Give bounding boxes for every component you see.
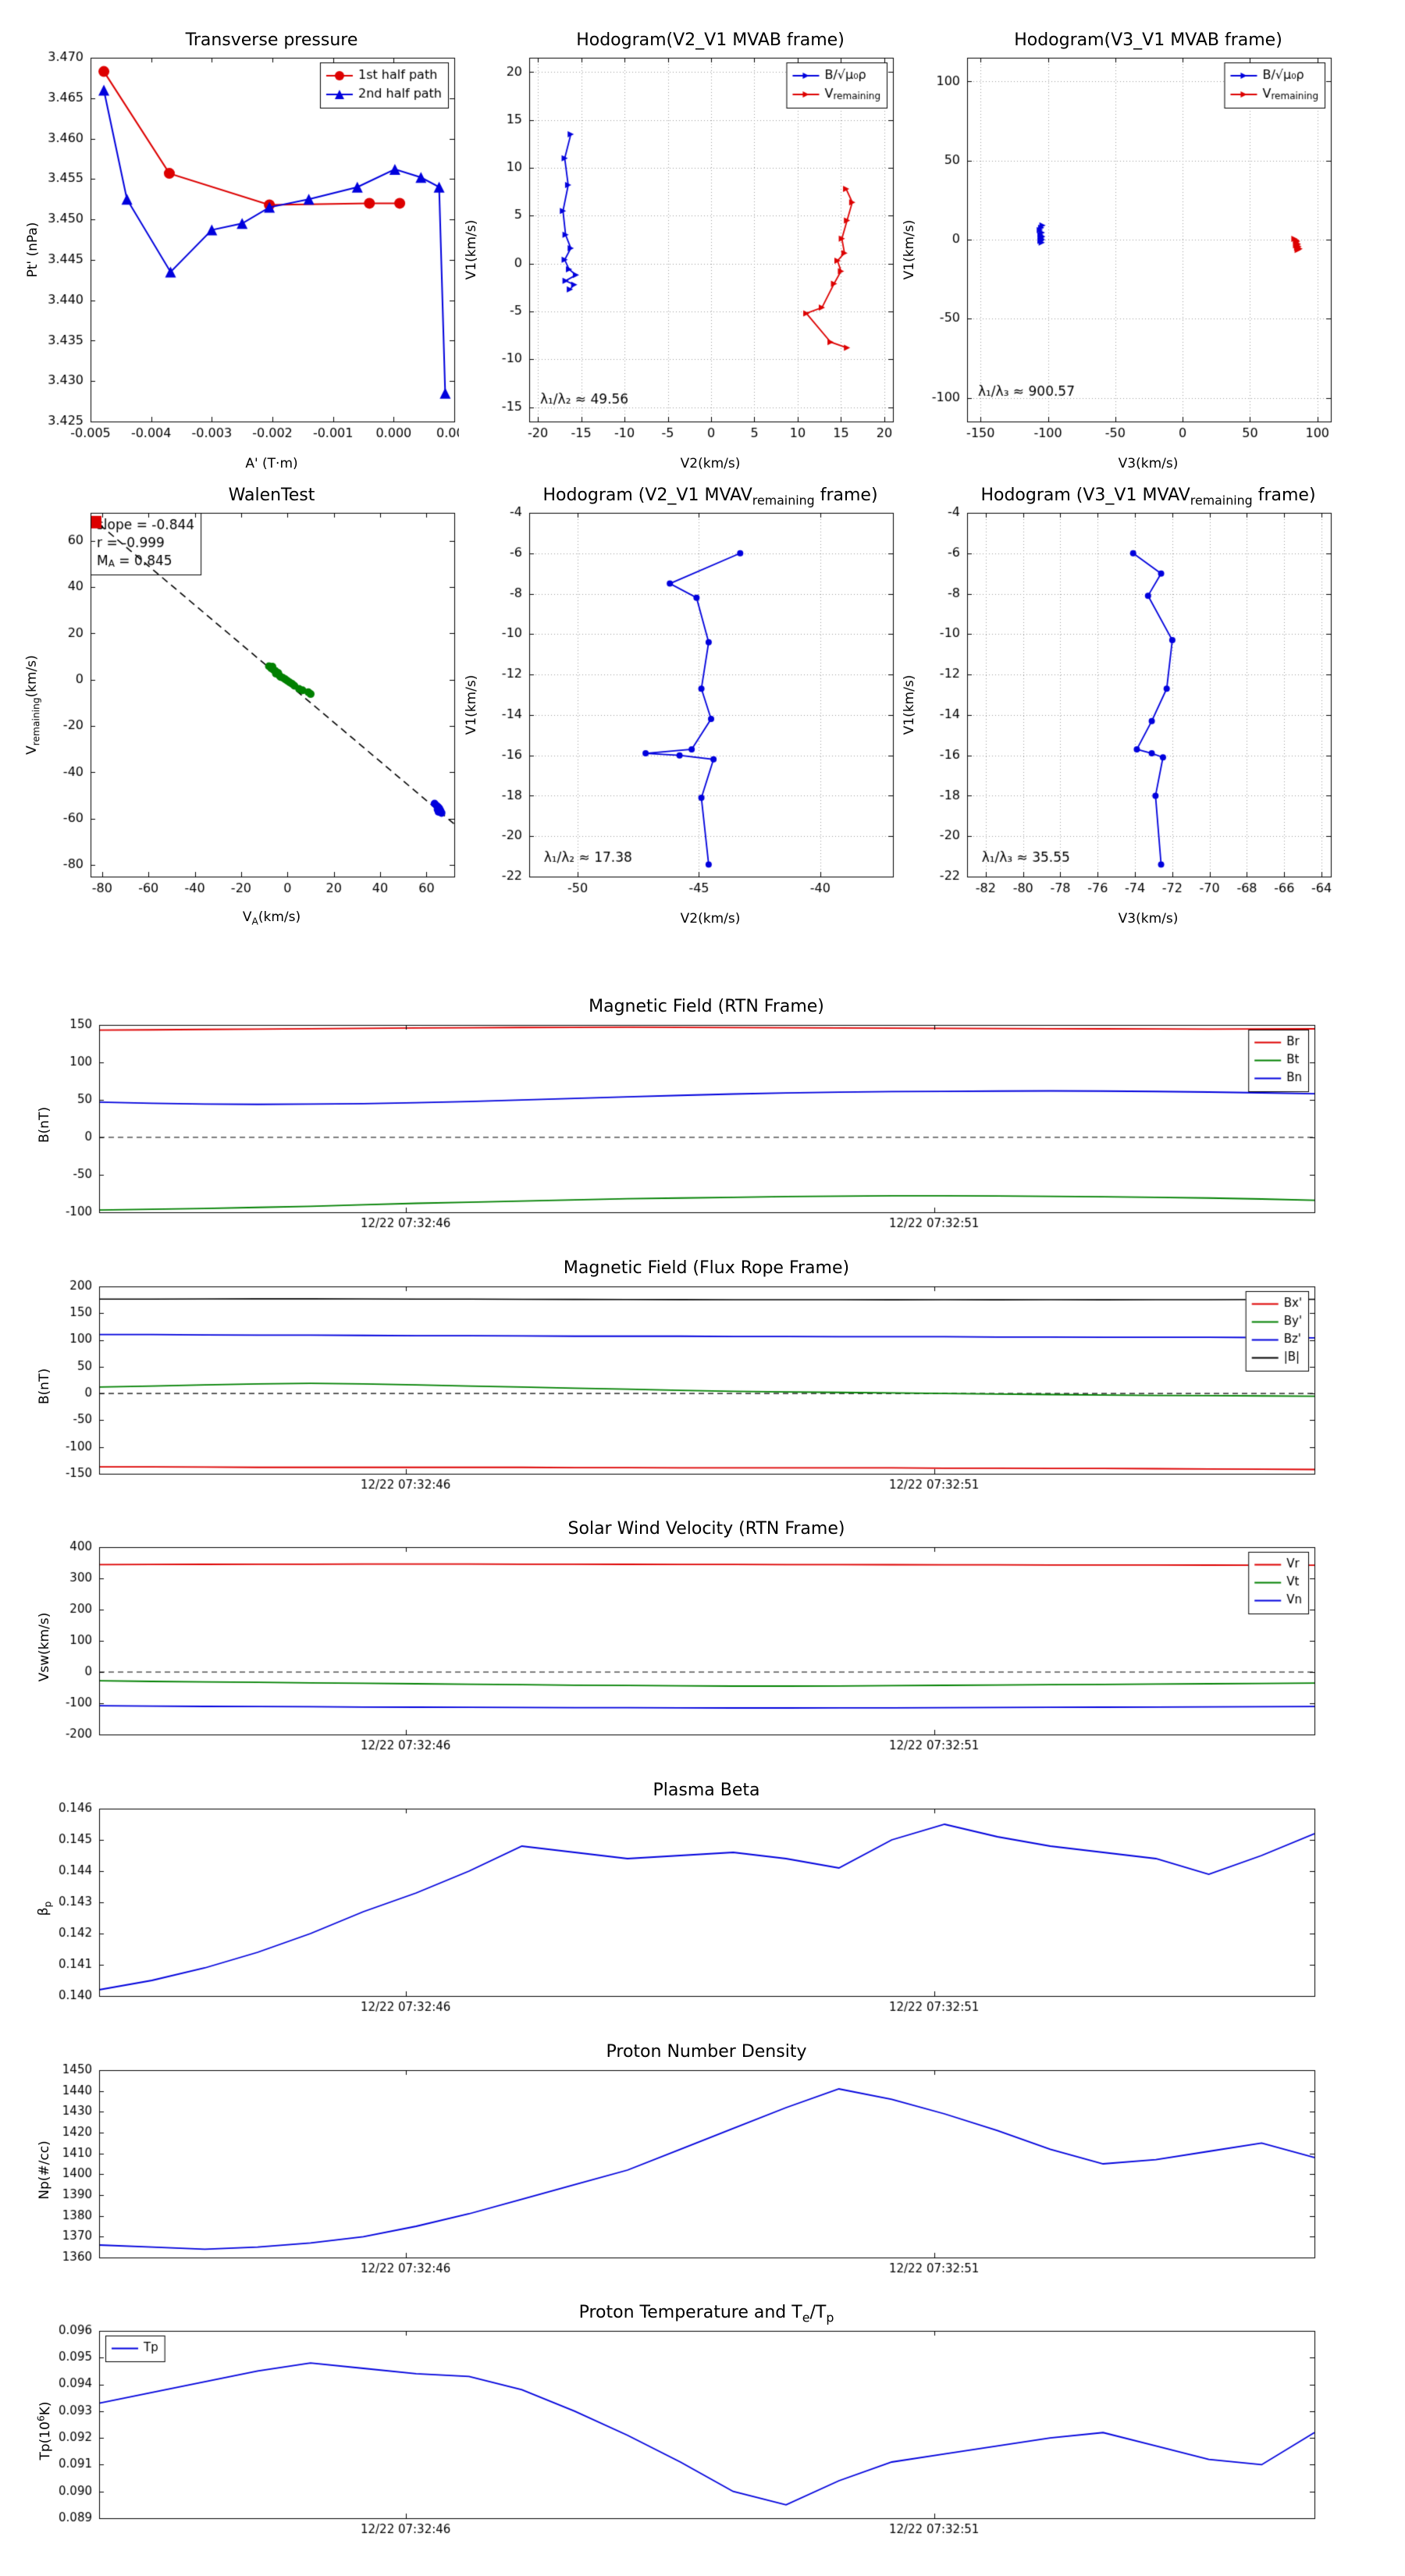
panel-plasma-beta: Plasma Beta βp: [21, 1777, 1327, 2039]
panel-proton-temperature: Proton Temperature and Te/Tp Tp(106K): [21, 2300, 1327, 2561]
panel-ylabel: B(nT): [37, 1106, 52, 1143]
plot-title: Hodogram(V3_V1 MVAB frame): [1014, 30, 1282, 50]
panel-ylabel: Np(#/cc): [37, 2140, 52, 2200]
plot-ylabel: Pt' (nPa): [25, 222, 41, 277]
plot-xlabel: VA(km/s): [242, 909, 301, 927]
hodogram-v2v1-mvav-canvas: [459, 478, 905, 931]
plot-title: Hodogram (V3_V1 MVAVremaining frame): [980, 486, 1316, 508]
b-fluxrope-canvas: [21, 1255, 1327, 1517]
panel-ylabel: Vsw(km/s): [37, 1612, 52, 1681]
plot-hodogram-v3v1-mvav: Hodogram (V3_V1 MVAVremaining frame) V1(…: [897, 478, 1343, 931]
panel-title: Proton Temperature and Te/Tp: [578, 2303, 834, 2325]
hodogram-v2v1-mvab-canvas: [459, 23, 905, 476]
plot-ylabel: Vremaining(km/s): [23, 654, 42, 755]
plot-hodogram-v2v1-mvab: Hodogram(V2_V1 MVAB frame) V1(km/s) V2(k…: [459, 23, 905, 476]
transverse-pressure-canvas: [20, 23, 466, 476]
panel-title: Solar Wind Velocity (RTN Frame): [567, 1519, 845, 1539]
proton-temperature-canvas: [21, 2300, 1327, 2561]
plot-ylabel: V1(km/s): [464, 674, 479, 735]
panel-proton-density: Proton Number Density Np(#/cc): [21, 2039, 1327, 2300]
panel-ylabel: βp: [35, 1901, 54, 1916]
panel-ylabel: Tp(106K): [35, 2400, 54, 2460]
plot-title: Transverse pressure: [185, 30, 358, 50]
hodogram-v3v1-mvav-canvas: [897, 478, 1343, 931]
plot-ylabel: V1(km/s): [902, 674, 917, 735]
hodogram-v3v1-mvab-canvas: [897, 23, 1343, 476]
panel-title: Plasma Beta: [653, 1781, 760, 1800]
panel-vsw-rtn: Solar Wind Velocity (RTN Frame) Vsw(km/s…: [21, 1516, 1327, 1777]
plot-xlabel: V3(km/s): [1118, 911, 1179, 927]
plot-xlabel: V3(km/s): [1118, 456, 1179, 471]
panel-b-fluxrope: Magnetic Field (Flux Rope Frame) B(nT): [21, 1255, 1327, 1517]
plot-title: Hodogram(V2_V1 MVAB frame): [576, 30, 845, 50]
plot-xlabel: V2(km/s): [680, 456, 741, 471]
plot-hodogram-v2v1-mvav: Hodogram (V2_V1 MVAVremaining frame) V1(…: [459, 478, 905, 931]
plot-title: Hodogram (V2_V1 MVAVremaining frame): [542, 486, 878, 508]
plot-xlabel: V2(km/s): [680, 911, 741, 927]
panel-title: Magnetic Field (RTN Frame): [589, 997, 824, 1016]
plot-walen-test: WalenTest Vremaining(km/s) VA(km/s): [20, 478, 466, 931]
b-rtn-canvas: [21, 994, 1327, 1255]
panel-b-rtn: Magnetic Field (RTN Frame) B(nT): [21, 994, 1327, 1255]
plot-title: WalenTest: [228, 486, 315, 505]
plot-xlabel: A' (T·m): [245, 456, 298, 471]
plasma-beta-canvas: [21, 1777, 1327, 2039]
proton-density-canvas: [21, 2039, 1327, 2300]
panel-ylabel: B(nT): [37, 1368, 52, 1404]
plot-transverse-pressure: Transverse pressure Pt' (nPa) A' (T·m): [20, 23, 466, 476]
plot-ylabel: V1(km/s): [464, 219, 479, 279]
panel-title: Proton Number Density: [606, 2042, 807, 2062]
vsw-rtn-canvas: [21, 1516, 1327, 1777]
plot-hodogram-v3v1-mvab: Hodogram(V3_V1 MVAB frame) V1(km/s) V3(k…: [897, 23, 1343, 476]
plot-ylabel: V1(km/s): [902, 219, 917, 279]
panel-title: Magnetic Field (Flux Rope Frame): [563, 1258, 850, 1278]
walen-test-canvas: [20, 478, 466, 931]
